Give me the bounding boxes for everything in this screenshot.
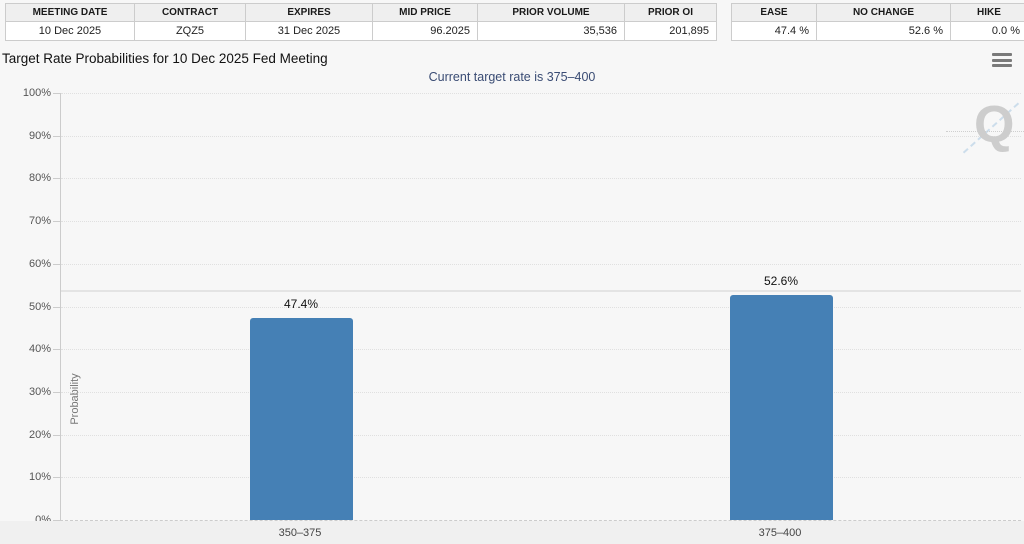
y-tick-mark bbox=[53, 221, 61, 223]
expires-value: 31 Dec 2025 bbox=[246, 22, 373, 40]
y-tick-mark bbox=[53, 520, 61, 521]
x-axis-strip: 350–375 375–400 bbox=[0, 521, 1024, 544]
y-tick-mark bbox=[53, 135, 61, 137]
contract-info-table: MEETING DATE CONTRACT EXPIRES MID PRICE … bbox=[5, 3, 717, 41]
rate-move-value-row: 47.4 % 52.6 % 0.0 % bbox=[732, 22, 1024, 40]
probability-bar[interactable] bbox=[249, 317, 353, 520]
bar-value-label: 47.4% bbox=[283, 296, 319, 311]
y-tick-label: 20% bbox=[28, 428, 51, 441]
col-prior-volume: PRIOR VOLUME bbox=[478, 4, 625, 22]
y-tick-label: 10% bbox=[28, 471, 51, 484]
hike-value: 0.0 % bbox=[991, 25, 1020, 37]
y-tick-mark bbox=[53, 434, 61, 436]
y-gridline bbox=[61, 263, 1021, 265]
y-tick-label: 60% bbox=[28, 257, 51, 270]
y-gridline bbox=[61, 434, 1021, 436]
y-tick-label: 90% bbox=[28, 129, 51, 142]
y-tick-label: 70% bbox=[28, 215, 51, 228]
y-gridline bbox=[61, 391, 1021, 393]
y-gridline bbox=[61, 349, 1021, 351]
mid-price-value: 96.2025 bbox=[373, 22, 478, 40]
no-change-value: 52.6 % bbox=[817, 22, 951, 40]
prior-oi-value: 201,895 bbox=[669, 25, 709, 37]
contract-info-header-row: MEETING DATE CONTRACT EXPIRES MID PRICE … bbox=[6, 4, 716, 22]
col-meeting-date: MEETING DATE bbox=[6, 4, 135, 22]
col-ease: EASE bbox=[732, 4, 817, 22]
ease-value: 47.4 % bbox=[732, 22, 817, 40]
x-category-label: 375–400 bbox=[758, 527, 802, 539]
y-tick-label: 100% bbox=[22, 87, 51, 99]
y-gridline bbox=[61, 221, 1021, 223]
col-no-change: NO CHANGE bbox=[817, 4, 951, 22]
rate-move-header-row: EASE NO CHANGE HIKE bbox=[732, 4, 1024, 22]
y-gridline bbox=[61, 93, 1021, 94]
contract-value: ZQZ5 bbox=[135, 22, 246, 40]
y-tick-mark bbox=[53, 178, 61, 180]
y-tick-label: 80% bbox=[28, 172, 51, 185]
col-hike: HIKE bbox=[951, 4, 1024, 22]
y-gridline bbox=[61, 477, 1021, 479]
meeting-date-value: 10 Dec 2025 bbox=[6, 22, 135, 40]
y-gridline bbox=[61, 178, 1021, 180]
prior-volume-value: 35,536 bbox=[478, 22, 625, 40]
x-category-label: 350–375 bbox=[278, 527, 322, 539]
hamburger-menu-icon[interactable] bbox=[992, 53, 1012, 67]
contract-info-value-row: 10 Dec 2025 ZQZ5 31 Dec 2025 96.2025 35,… bbox=[6, 22, 716, 40]
y-tick-mark bbox=[53, 263, 61, 265]
col-prior-oi: PRIOR OI bbox=[625, 4, 716, 22]
col-expires: EXPIRES bbox=[246, 4, 373, 22]
col-contract: CONTRACT bbox=[135, 4, 246, 22]
max-probability-reference-line bbox=[61, 290, 1021, 293]
page-title: Target Rate Probabilities for 10 Dec 202… bbox=[2, 51, 328, 66]
probability-bar[interactable] bbox=[729, 295, 833, 520]
y-tick-mark bbox=[53, 391, 61, 393]
col-mid-price: MID PRICE bbox=[373, 4, 478, 22]
y-tick-mark bbox=[53, 477, 61, 479]
y-gridline bbox=[61, 306, 1021, 308]
bar-value-label: 52.6% bbox=[763, 274, 799, 289]
chart-subtitle: Current target rate is 375–400 bbox=[428, 70, 596, 84]
y-tick-mark bbox=[53, 93, 61, 94]
y-axis-label: Probability bbox=[69, 373, 81, 425]
y-tick-mark bbox=[53, 349, 61, 351]
y-tick-label: 40% bbox=[28, 343, 51, 356]
y-tick-label: 50% bbox=[28, 300, 51, 313]
y-tick-mark bbox=[53, 306, 61, 308]
y-tick-label: 30% bbox=[28, 385, 51, 398]
bar-chart-plot-area: Probability 0% 10% 20% 30% 40% 50% 60% 70% 80% 90… bbox=[23, 87, 1021, 526]
y-gridline bbox=[61, 135, 1021, 137]
rate-move-probability-table: EASE NO CHANGE HIKE 47.4 % 52.6 % 0.0 % bbox=[731, 3, 1024, 41]
